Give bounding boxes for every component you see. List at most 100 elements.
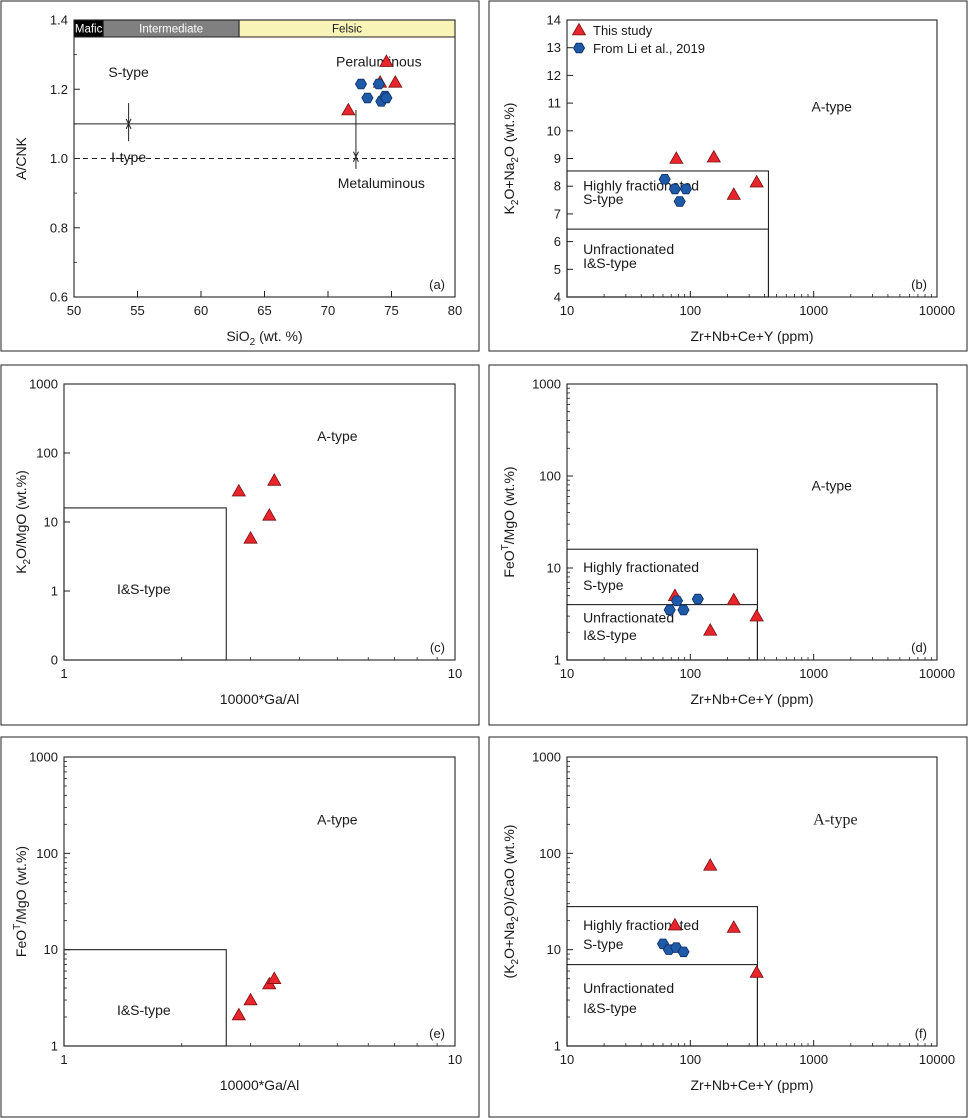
triangle-marker bbox=[262, 508, 277, 521]
y-axis-label-part: 2 bbox=[22, 558, 33, 564]
triangle-marker bbox=[726, 920, 741, 933]
triangle-marker bbox=[379, 54, 394, 67]
field-label: I&S-type bbox=[583, 255, 637, 271]
triangle-marker bbox=[703, 858, 718, 871]
x-tick-label: 10 bbox=[448, 1052, 462, 1067]
x-tick-label: 1000 bbox=[799, 666, 828, 681]
plot-area bbox=[63, 383, 456, 661]
triangle-marker bbox=[703, 623, 718, 636]
panel-label: (a) bbox=[429, 277, 445, 292]
y-tick-label: 1 bbox=[51, 584, 58, 599]
y-axis-label: FeOT/MgO (wt.%) bbox=[500, 466, 517, 577]
field-label: S-type bbox=[583, 191, 624, 207]
x-tick-label: 50 bbox=[67, 303, 81, 318]
field-label: Peraluminous bbox=[336, 54, 422, 70]
y-axis-label-part: T bbox=[500, 544, 511, 550]
x-tick-label: 100 bbox=[679, 666, 701, 681]
x-tick-label: 55 bbox=[130, 303, 144, 318]
legend-entry: From Li et al., 2019 bbox=[593, 41, 705, 56]
triangle-marker bbox=[726, 592, 741, 606]
y-tick-label: 1.4 bbox=[50, 13, 68, 28]
series-this-study bbox=[667, 588, 764, 636]
plot-area bbox=[63, 756, 456, 1047]
y-tick-label: 10 bbox=[547, 561, 561, 576]
field-label: Highly fractionated bbox=[583, 559, 699, 575]
panel-frame bbox=[488, 0, 968, 352]
field-label: A-type bbox=[811, 98, 852, 114]
y-tick-label: 10 bbox=[44, 942, 58, 957]
x-tick-label: 10000 bbox=[919, 303, 955, 318]
x-tick-label: 10 bbox=[560, 303, 574, 318]
series-li-2019 bbox=[663, 593, 704, 616]
x-tick-label: 1000 bbox=[799, 303, 828, 318]
hexagon-marker bbox=[679, 183, 692, 195]
y-tick-label: 1 bbox=[554, 653, 561, 668]
field-label: I&S-type bbox=[583, 627, 637, 643]
y-tick-label: 1.2 bbox=[50, 82, 68, 97]
triangle-marker bbox=[388, 75, 403, 88]
y-axis-label-part: (K bbox=[501, 964, 517, 979]
y-axis-label-part: FeO bbox=[13, 930, 29, 957]
y-axis-label: K2O/MgO (wt.%) bbox=[13, 470, 33, 574]
hexagon-marker bbox=[668, 183, 681, 195]
y-axis-label-part: O (wt.%) bbox=[501, 103, 517, 157]
arrow-head bbox=[352, 155, 359, 162]
y-tick-label: 5 bbox=[554, 262, 561, 277]
band-label: Mafic bbox=[75, 24, 103, 36]
x-axis-label: 10000*Ga/Al bbox=[220, 691, 299, 707]
field-boundary bbox=[566, 964, 758, 1047]
y-tick-label: 6 bbox=[554, 234, 561, 249]
x-tick-label: 100 bbox=[679, 303, 701, 318]
series-this-study bbox=[231, 473, 282, 544]
band-label: Felsic bbox=[332, 24, 362, 36]
hexagon-marker bbox=[572, 42, 586, 54]
y-tick-label: 11 bbox=[548, 96, 562, 111]
y-tick-label: 14 bbox=[547, 13, 561, 28]
hexagon-marker bbox=[673, 196, 686, 207]
x-tick-label: 80 bbox=[448, 303, 462, 318]
y-tick-label: 100 bbox=[36, 846, 58, 861]
y-axis-label: K2O+Na2O (wt.%) bbox=[501, 103, 521, 215]
y-tick-label: 0.8 bbox=[50, 220, 68, 235]
y-axis-label-part: K bbox=[13, 564, 29, 574]
y-axis-label-part: O/MgO (wt.%) bbox=[13, 470, 29, 559]
y-tick-label: 1000 bbox=[532, 750, 561, 765]
field-boundary bbox=[566, 604, 758, 661]
field-label: Unfractionated bbox=[583, 980, 674, 996]
y-tick-label: 0 bbox=[51, 653, 58, 668]
y-tick-label: 100 bbox=[539, 469, 561, 484]
x-tick-label: 100 bbox=[679, 1052, 701, 1067]
hexagon-marker bbox=[372, 78, 385, 90]
series-this-study bbox=[231, 971, 282, 1021]
field-label: S-type bbox=[583, 936, 624, 952]
field-boundary bbox=[63, 949, 227, 1047]
series-li-2019 bbox=[658, 173, 692, 207]
x-tick-label: 1000 bbox=[799, 1052, 828, 1067]
x-axis-label: Zr+Nb+Ce+Y (ppm) bbox=[690, 691, 813, 707]
field-label: Unfractionated bbox=[583, 241, 674, 257]
triangle-marker bbox=[726, 187, 741, 200]
triangle-marker bbox=[749, 174, 764, 188]
triangle-marker bbox=[669, 151, 684, 164]
x-axis-label-rest: (wt. %) bbox=[255, 328, 302, 344]
panel-b: 10 100 1000 100004567891011121314A-typeHigh… bbox=[488, 0, 968, 352]
y-axis-label-part: O+Na bbox=[501, 162, 517, 199]
triangle-marker bbox=[231, 483, 247, 497]
field-label: I&S-type bbox=[117, 581, 171, 597]
series-li-2019 bbox=[656, 938, 690, 958]
y-axis-label-part: O)/CaO (wt.%) bbox=[501, 825, 517, 917]
field-label: I-type bbox=[111, 149, 146, 165]
y-axis-label-part: /MgO (wt.%) bbox=[13, 846, 29, 924]
field-boundary bbox=[63, 507, 227, 661]
y-axis-label-part: 2 bbox=[510, 916, 521, 922]
y-axis-label-part: /MgO (wt.%) bbox=[501, 466, 517, 544]
y-tick-label: 10 bbox=[547, 942, 561, 957]
panel-label: (d) bbox=[911, 640, 927, 655]
panel-frame bbox=[488, 736, 968, 1118]
band-label: Intermediate bbox=[139, 24, 203, 36]
x-tick-label: 1 bbox=[60, 666, 67, 681]
panel-frame bbox=[0, 0, 480, 352]
panel-label: (f) bbox=[915, 1026, 927, 1041]
